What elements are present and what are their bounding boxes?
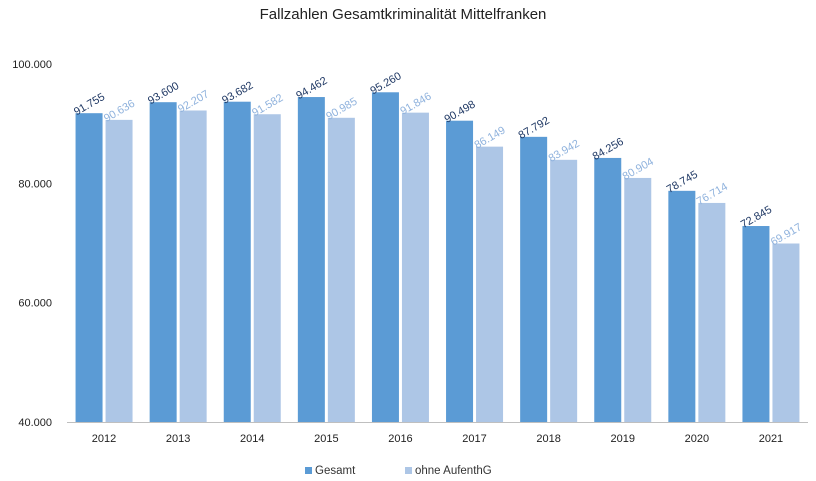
bars — [75, 92, 800, 423]
legend-swatch — [305, 467, 312, 474]
x-tick-label: 2014 — [240, 433, 264, 445]
bar-gesamt-2016 — [371, 92, 399, 423]
x-tick-label: 2017 — [462, 433, 486, 445]
bar-ohne-aufenthg-2012 — [105, 119, 133, 423]
x-tick-label: 2020 — [685, 433, 709, 445]
x-tick-label: 2012 — [92, 433, 116, 445]
bar-gesamt-2014 — [223, 101, 251, 423]
bar-gesamt-2021 — [742, 226, 770, 422]
bar-gesamt-2013 — [149, 102, 177, 422]
bar-ohne-aufenthg-2020 — [698, 202, 726, 422]
y-axis: 40.000 60.000 80.000 100.000 — [12, 59, 52, 429]
bar-gesamt-2017 — [446, 120, 474, 423]
x-tick-label: 2021 — [759, 433, 783, 445]
x-tick-label: 2016 — [388, 433, 412, 445]
x-tick-label: 2018 — [536, 433, 560, 445]
legend-label: ohne AufenthG — [415, 465, 492, 477]
y-tick-label: 40.000 — [18, 417, 52, 429]
bar-ohne-aufenthg-2013 — [179, 110, 207, 422]
bar-ohne-aufenthg-2016 — [401, 112, 429, 423]
bar-ohne-aufenthg-2018 — [550, 159, 578, 422]
bar-ohne-aufenthg-2019 — [624, 177, 652, 422]
bar-gesamt-2015 — [297, 97, 325, 423]
y-tick-label: 80.000 — [18, 178, 52, 190]
y-tick-label: 60.000 — [18, 298, 52, 310]
chart-title: Fallzahlen Gesamtkriminalität Mittelfran… — [260, 6, 547, 23]
x-tick-label: 2013 — [166, 433, 190, 445]
bar-gesamt-2012 — [75, 113, 103, 423]
x-tick-label: 2019 — [611, 433, 635, 445]
legend-label: Gesamt — [315, 465, 356, 477]
bar-ohne-aufenthg-2015 — [327, 117, 355, 423]
legend: Gesamt ohne AufenthG — [305, 465, 492, 477]
y-tick-label: 100.000 — [12, 59, 52, 71]
bar-gesamt-2020 — [668, 190, 696, 422]
x-tick-label: 2015 — [314, 433, 338, 445]
bar-ohne-aufenthg-2014 — [253, 114, 281, 422]
bar-ohne-aufenthg-2021 — [772, 243, 800, 422]
bar-gesamt-2019 — [594, 157, 622, 422]
bar-gesamt-2018 — [520, 136, 548, 422]
x-axis: 2012 2013 2014 2015 2016 2017 2018 2019 2020 2021 — [67, 422, 808, 445]
bar-ohne-aufenthg-2017 — [476, 146, 504, 423]
legend-swatch — [405, 467, 412, 474]
